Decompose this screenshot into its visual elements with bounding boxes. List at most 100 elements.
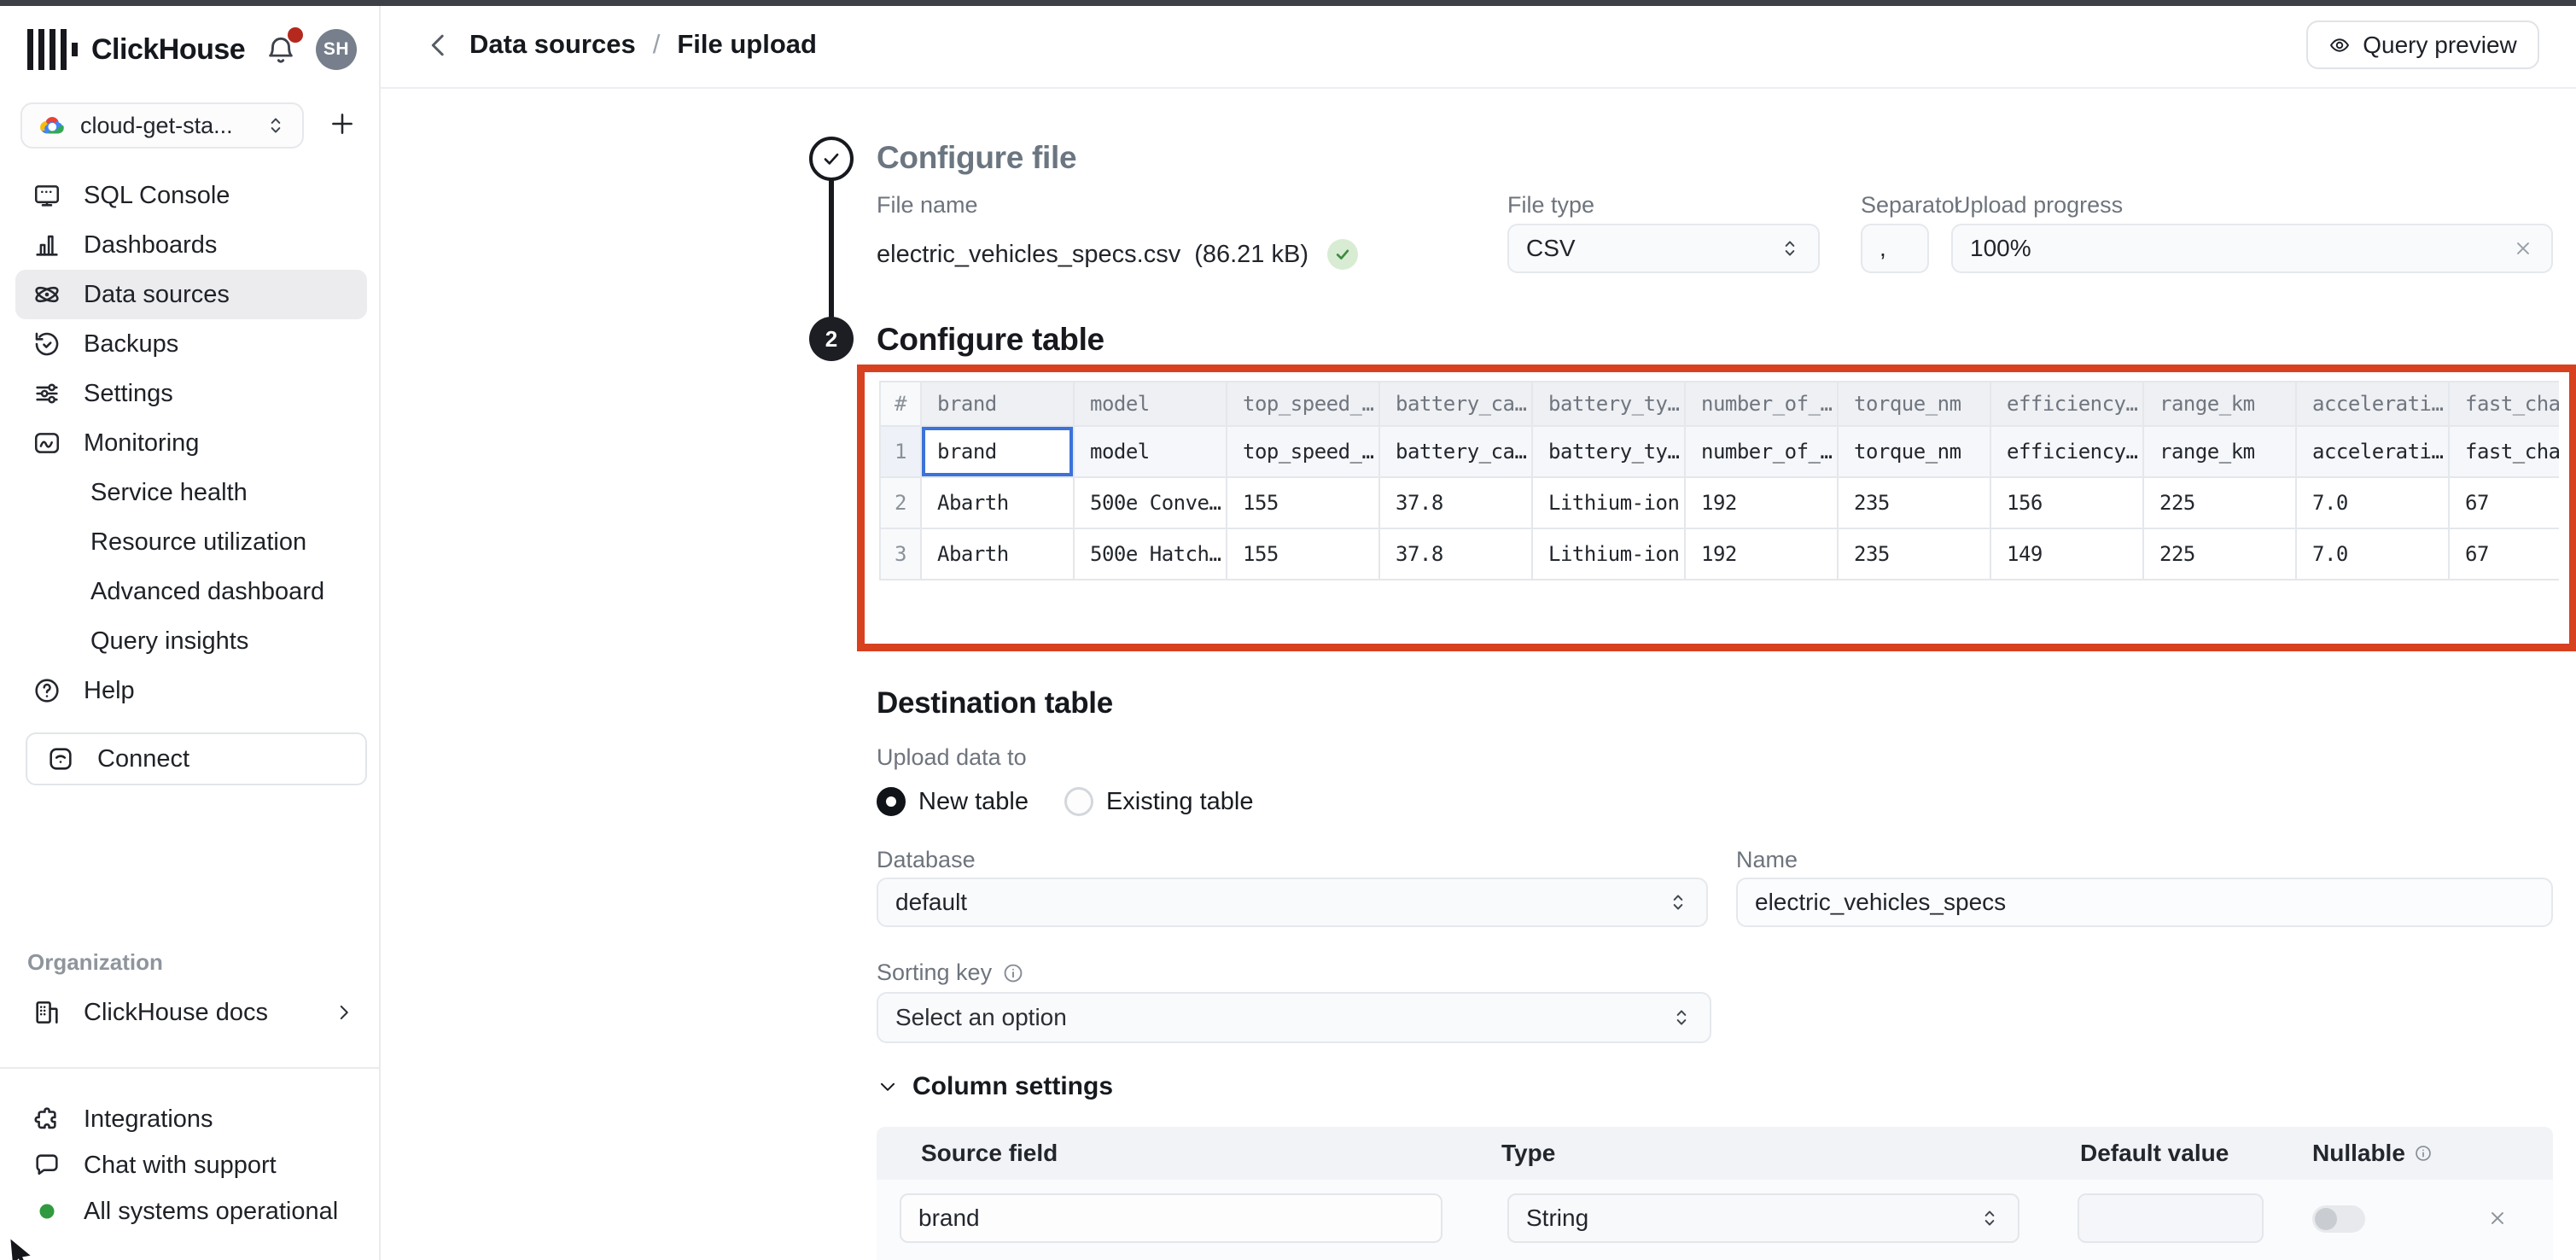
- sidebar-item-integrations[interactable]: Integrations: [15, 1096, 367, 1142]
- table-cell[interactable]: 192: [1686, 478, 1839, 529]
- source-field-input[interactable]: brand: [900, 1193, 1442, 1243]
- table-cell[interactable]: battery_ca…: [1380, 427, 1533, 478]
- table-cell[interactable]: Lithium-ion: [1533, 478, 1686, 529]
- connect-button[interactable]: Connect: [26, 732, 367, 785]
- table-cell[interactable]: 235: [1839, 529, 1991, 580]
- check-icon: [820, 148, 842, 170]
- table-cell[interactable]: efficiency…: [1991, 427, 2144, 478]
- sidebar-footer: Integrations Chat with support All systems…: [15, 1096, 367, 1234]
- query-preview-button[interactable]: Query preview: [2306, 20, 2539, 69]
- table-cell[interactable]: 192: [1686, 529, 1839, 580]
- file-name-text: electric_vehicles_specs.csv: [877, 240, 1181, 268]
- radio-off-icon: [1064, 787, 1093, 816]
- table-cell[interactable]: 37.8: [1380, 529, 1533, 580]
- sidebar-nav: SQL Console Dashboards Data sources Backups…: [15, 171, 367, 715]
- connect-label: Connect: [97, 744, 190, 773]
- table-cell[interactable]: range_km: [2144, 427, 2297, 478]
- remove-column-icon[interactable]: [2486, 1207, 2509, 1229]
- table-cell[interactable]: 7.0: [2297, 529, 2450, 580]
- table-cell[interactable]: 149: [1991, 529, 2144, 580]
- table-cell[interactable]: 225: [2144, 529, 2297, 580]
- table-cell[interactable]: 500e Conve…: [1075, 478, 1227, 529]
- sidebar-item-chat-with-support[interactable]: Chat with support: [15, 1142, 367, 1188]
- sidebar-item-label: Settings: [84, 379, 173, 407]
- sidebar-item-sql-console[interactable]: SQL Console: [15, 171, 367, 220]
- avatar[interactable]: SH: [316, 29, 357, 70]
- file-size-text: (86.21 kB): [1194, 240, 1308, 268]
- table-cell[interactable]: accelerati…: [2297, 427, 2450, 478]
- sidebar-item-resource-utilization[interactable]: Resource utilization: [15, 517, 367, 567]
- close-icon[interactable]: [2512, 237, 2534, 260]
- radio-existing-table[interactable]: Existing table: [1064, 787, 1253, 816]
- notifications-button[interactable]: [265, 27, 303, 66]
- chevrons-updown-icon: [1779, 237, 1801, 260]
- table-cell[interactable]: model: [1075, 427, 1227, 478]
- table-cell[interactable]: Abarth: [922, 529, 1075, 580]
- sidebar-item-service-health[interactable]: Service health: [15, 468, 367, 517]
- table-cell[interactable]: 155: [1227, 478, 1380, 529]
- table-cell[interactable]: torque_nm: [1839, 427, 1991, 478]
- docs-building-icon: [32, 998, 61, 1027]
- file-type-select[interactable]: CSV: [1507, 224, 1820, 273]
- chevrons-updown-icon: [265, 114, 287, 137]
- back-button[interactable]: [422, 28, 456, 62]
- service-selector[interactable]: cloud-get-sta...: [20, 102, 304, 149]
- table-cell[interactable]: Abarth: [922, 478, 1075, 529]
- database-select[interactable]: default: [877, 878, 1708, 927]
- table-cell[interactable]: 67: [2450, 478, 2559, 529]
- organization-label: Organization: [27, 949, 163, 975]
- sidebar-item-data-sources[interactable]: Data sources: [15, 270, 367, 319]
- table-cell[interactable]: 156: [1991, 478, 2144, 529]
- table-preview-highlight-box: # brand model top_speed_… battery_ca… battery…: [857, 365, 2576, 651]
- sidebar-item-monitoring[interactable]: Monitoring: [15, 418, 367, 468]
- sidebar-item-settings[interactable]: Settings: [15, 369, 367, 418]
- connect-icon: [46, 744, 75, 773]
- upload-progress-input[interactable]: 100%: [1951, 224, 2553, 273]
- table-cell[interactable]: battery_ty…: [1533, 427, 1686, 478]
- sidebar-item-dashboards[interactable]: Dashboards: [15, 220, 367, 270]
- default-value-input[interactable]: [2078, 1193, 2264, 1243]
- configure-table-title: Configure table: [877, 322, 1104, 357]
- table-cell[interactable]: top_speed_…: [1227, 427, 1380, 478]
- table-cell[interactable]: 155: [1227, 529, 1380, 580]
- upload-data-to-radios: New table Existing table: [877, 787, 1253, 816]
- sidebar-item-query-insights[interactable]: Query insights: [15, 616, 367, 666]
- radio-on-icon: [877, 787, 906, 816]
- table-cell[interactable]: 37.8: [1380, 478, 1533, 529]
- column-settings-toggle[interactable]: Column settings: [877, 1072, 1113, 1101]
- breadcrumb-data-sources[interactable]: Data sources: [469, 29, 636, 59]
- sidebar-item-backups[interactable]: Backups: [15, 319, 367, 369]
- table-cell[interactable]: fast_cha: [2450, 427, 2559, 478]
- table-cell[interactable]: 7.0: [2297, 478, 2450, 529]
- sidebar-item-label: Integrations: [84, 1105, 213, 1133]
- type-select[interactable]: String: [1507, 1193, 2019, 1243]
- table-name-input[interactable]: electric_vehicles_specs: [1736, 878, 2553, 927]
- sidebar-item-clickhouse-docs[interactable]: ClickHouse docs: [15, 987, 369, 1038]
- table-cell[interactable]: 67: [2450, 529, 2559, 580]
- radio-new-table[interactable]: New table: [877, 787, 1029, 816]
- column-settings-title: Column settings: [912, 1072, 1114, 1100]
- row-index-cell: 1: [881, 427, 922, 478]
- sidebar-item-label: Data sources: [84, 280, 230, 308]
- nullable-toggle[interactable]: [2312, 1205, 2365, 1233]
- add-service-button[interactable]: [328, 109, 357, 138]
- sliders-icon: [32, 379, 61, 408]
- sorting-key-label: Sorting key: [877, 960, 993, 985]
- table-cell[interactable]: Lithium-ion: [1533, 529, 1686, 580]
- sidebar-item-label: Chat with support: [84, 1151, 277, 1179]
- sidebar-item-advanced-dashboard[interactable]: Advanced dashboard: [15, 567, 367, 616]
- chevrons-updown-icon: [1667, 891, 1689, 913]
- table-cell[interactable]: number_of_…: [1686, 427, 1839, 478]
- sidebar-item-all-systems-operational[interactable]: All systems operational: [15, 1188, 367, 1234]
- table-cell[interactable]: brand: [922, 427, 1075, 478]
- sorting-key-select[interactable]: Select an option: [877, 992, 1711, 1043]
- sidebar-item-help[interactable]: Help: [15, 666, 367, 715]
- table-cell[interactable]: 235: [1839, 478, 1991, 529]
- history-icon: [32, 330, 61, 359]
- table-cell[interactable]: 500e Hatch…: [1075, 529, 1227, 580]
- separator-input[interactable]: ,: [1861, 224, 1929, 273]
- breadcrumb-file-upload[interactable]: File upload: [677, 29, 817, 59]
- orbit-icon: [32, 280, 61, 309]
- table-cell[interactable]: 225: [2144, 478, 2297, 529]
- breadcrumb: Data sources / File upload: [469, 0, 817, 89]
